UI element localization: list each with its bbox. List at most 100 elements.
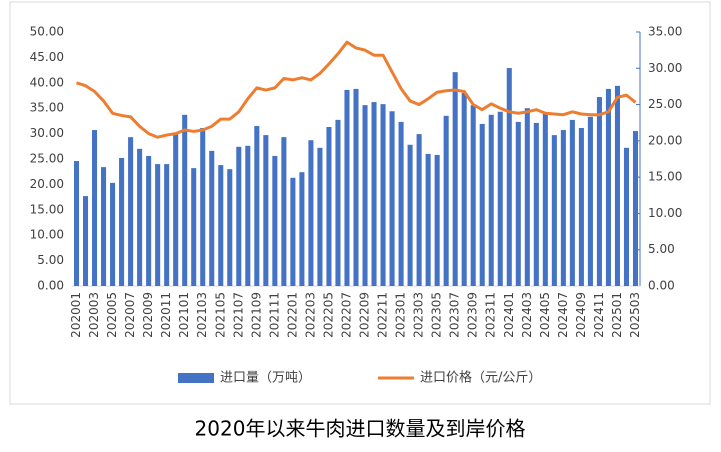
x-tick-label: 202105 xyxy=(213,292,227,338)
x-tick-label: 202311 xyxy=(484,292,498,338)
x-tick-label: 202201 xyxy=(285,292,299,338)
bar xyxy=(497,111,503,286)
x-tick-label: 202005 xyxy=(105,292,119,338)
bar xyxy=(425,153,431,286)
bar xyxy=(254,125,260,286)
y2-tick-label: 10.00 xyxy=(648,206,682,220)
bar xyxy=(245,145,251,286)
y-tick-label: 5.00 xyxy=(37,253,64,267)
bar xyxy=(533,122,539,286)
bar xyxy=(551,135,557,286)
x-tick-label: 202109 xyxy=(249,292,263,338)
bar xyxy=(110,182,116,286)
bar xyxy=(479,123,485,286)
bar xyxy=(380,104,386,286)
bar xyxy=(416,134,422,286)
bar xyxy=(461,92,467,287)
y2-tick-label: 20.00 xyxy=(648,133,682,147)
bar xyxy=(326,126,332,286)
bar xyxy=(587,116,593,286)
legend-swatch xyxy=(178,373,214,383)
bar xyxy=(263,135,269,286)
x-tick-label: 202011 xyxy=(159,292,173,338)
legend-label: 进口价格（元/公斤） xyxy=(420,370,541,386)
bar xyxy=(344,89,350,286)
bar xyxy=(398,121,404,286)
bar xyxy=(308,140,314,286)
line xyxy=(76,40,637,139)
bar xyxy=(389,111,395,286)
y-tick-label: 50.00 xyxy=(30,25,64,39)
bar xyxy=(614,85,620,287)
x-tick-label: 202301 xyxy=(394,292,408,338)
x-tick-label: 202503 xyxy=(628,292,642,338)
x-tick-label: 202303 xyxy=(412,292,426,338)
bar xyxy=(182,114,188,286)
bar xyxy=(236,146,242,286)
bar xyxy=(119,157,125,286)
x-tick-label: 202405 xyxy=(538,292,552,338)
y2-tick-label: 15.00 xyxy=(648,170,682,184)
x-tick-label: 202111 xyxy=(267,292,281,338)
bar xyxy=(434,154,440,286)
y-tick-label: 25.00 xyxy=(30,152,64,166)
y-tick-label: 15.00 xyxy=(30,202,64,216)
y-tick-label: 45.00 xyxy=(30,50,64,64)
bar xyxy=(299,172,305,286)
x-tick-label: 202403 xyxy=(520,292,534,338)
x-tick-label: 202101 xyxy=(177,292,191,338)
bar xyxy=(92,130,98,286)
bar xyxy=(353,88,359,287)
bar xyxy=(227,169,233,286)
x-tick-label: 202211 xyxy=(376,292,390,338)
x-tick-label: 202305 xyxy=(430,292,444,338)
x-tick-label: 202207 xyxy=(339,292,353,338)
x-tick-label: 202001 xyxy=(69,292,83,338)
bar xyxy=(560,130,566,286)
y-tick-label: 10.00 xyxy=(30,228,64,242)
bar xyxy=(82,196,89,286)
x-tick-label: 202103 xyxy=(195,292,209,338)
x-tick-label: 202007 xyxy=(123,292,137,338)
bar xyxy=(569,119,575,286)
x-tick-label: 202203 xyxy=(303,292,317,338)
bar xyxy=(596,97,602,286)
bar xyxy=(200,128,206,286)
bar xyxy=(73,161,80,286)
bar xyxy=(317,147,323,286)
y-tick-label: 20.00 xyxy=(30,177,64,191)
y2-tick-label: 0.00 xyxy=(648,279,675,293)
bar xyxy=(443,115,449,286)
bar xyxy=(218,165,224,286)
y2-tick-label: 30.00 xyxy=(648,61,682,75)
bar xyxy=(155,164,161,286)
bar xyxy=(515,121,521,286)
y2-tick-label: 25.00 xyxy=(648,97,682,111)
bar xyxy=(407,144,413,286)
y-tick-label: 0.00 xyxy=(37,279,64,293)
bar xyxy=(362,105,368,286)
x-tick-label: 202009 xyxy=(141,292,155,338)
x-tick-label: 202107 xyxy=(231,292,245,338)
x-tick-label: 202407 xyxy=(556,292,570,338)
x-tick-label: 202307 xyxy=(448,292,462,338)
bar xyxy=(470,105,476,286)
bar xyxy=(272,155,278,286)
x-tick-label: 202409 xyxy=(574,292,588,338)
y2-tick-label: 35.00 xyxy=(648,25,682,39)
x-tick-label: 202501 xyxy=(610,292,624,338)
bar xyxy=(209,150,215,286)
bar xyxy=(290,177,296,286)
bar xyxy=(542,113,548,286)
y-tick-label: 30.00 xyxy=(30,126,64,140)
bar xyxy=(146,155,152,286)
x-tick-label: 202411 xyxy=(592,292,606,338)
x-tick-label: 202209 xyxy=(358,292,372,338)
bar xyxy=(128,137,134,286)
bar xyxy=(164,164,170,286)
chart-title: 2020年以来牛肉进口数量及到岸价格 xyxy=(195,417,526,441)
bar xyxy=(191,168,197,286)
y-tick-label: 35.00 xyxy=(30,101,64,115)
y-tick-label: 40.00 xyxy=(30,75,64,89)
